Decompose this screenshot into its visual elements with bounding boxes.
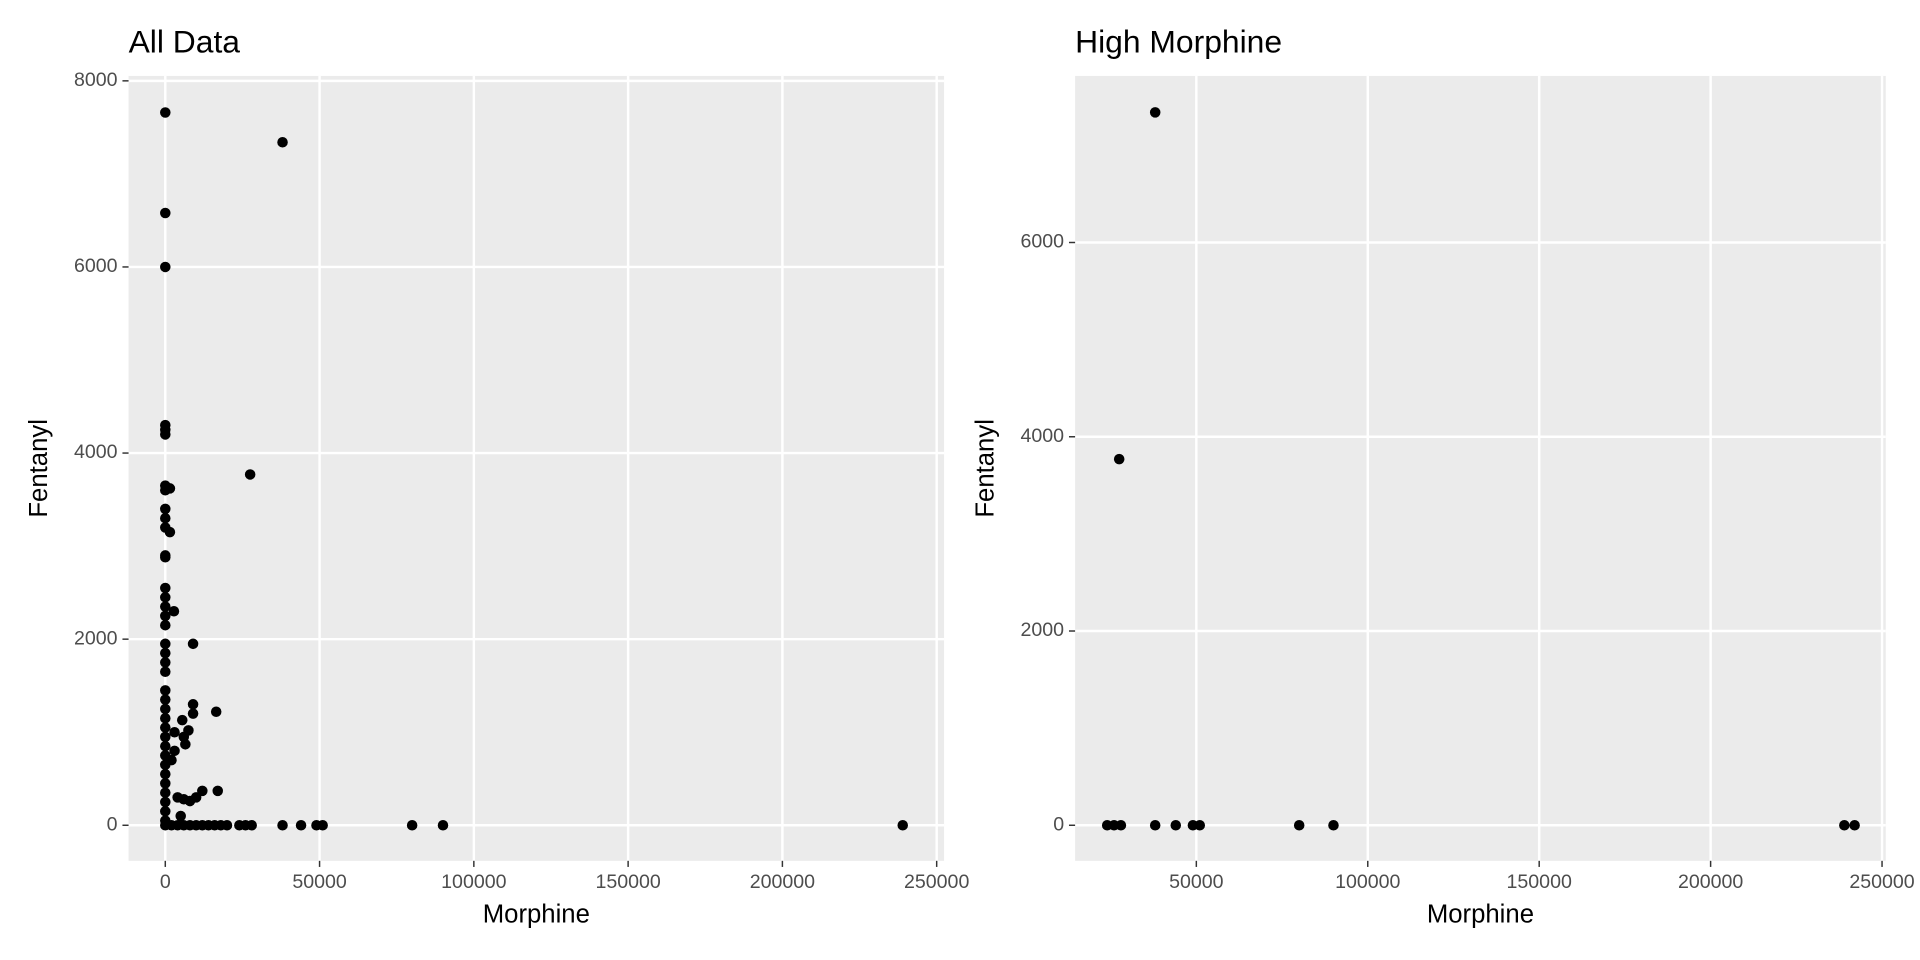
x-tick-label: 150000 [1507,871,1572,893]
y-tick-label: 0 [1053,813,1064,835]
x-tick-label: 250000 [1849,871,1914,893]
point [187,708,199,719]
plot-panel [128,75,945,861]
y-tick-label: 2000 [1021,619,1065,641]
point [1849,820,1860,831]
point [406,820,418,831]
y-tick-label: 6000 [74,255,118,277]
y-tick-label: 8000 [74,69,118,91]
point [277,820,288,831]
point [175,810,186,822]
point [160,601,171,612]
point [160,787,171,798]
point [160,610,171,622]
x-tick-label: 200000 [1678,871,1743,893]
point [160,261,171,273]
point [176,714,188,726]
chart-title: All Data [129,23,241,59]
point [160,107,171,118]
point [244,469,256,480]
point [160,429,171,440]
point [160,778,171,789]
point [295,820,307,831]
point [160,638,171,650]
x-tick-label: 50000 [1169,871,1224,893]
point [166,754,177,766]
point [1113,453,1125,465]
point [160,592,171,603]
point [160,685,171,696]
point [277,136,288,148]
point [210,706,222,718]
x-axis-title: Morphine [483,901,590,929]
point [1839,820,1850,831]
point [160,703,171,715]
y-tick-label: 2000 [74,627,118,649]
point [160,582,171,594]
point [1115,820,1127,831]
point [160,796,171,808]
y-tick-label: 4000 [1021,425,1065,447]
point [160,694,171,705]
point [160,657,171,668]
point [160,740,171,752]
y-tick-label: 6000 [1021,231,1065,253]
point [160,619,171,631]
point [246,820,257,831]
point [160,552,171,563]
point [184,795,196,807]
point [317,820,328,831]
point [160,731,171,743]
point [1149,107,1161,118]
point [180,739,191,750]
x-tick-label: 100000 [1335,871,1400,893]
point [160,207,171,219]
y-tick-label: 4000 [74,441,118,463]
point [437,820,449,831]
point [160,768,171,780]
plot-panel [1075,75,1886,861]
x-tick-label: 150000 [595,871,660,893]
point [169,726,180,738]
point [1293,820,1305,831]
y-tick-label: 0 [107,813,118,835]
point [1149,820,1161,831]
point [160,512,171,524]
point [169,745,180,757]
point [160,722,171,733]
point [160,806,171,817]
x-tick-label: 50000 [292,871,347,893]
point [160,503,171,515]
x-tick-label: 250000 [904,871,969,893]
point [164,526,176,538]
x-tick-label: 0 [160,871,171,893]
x-tick-label: 200000 [750,871,815,893]
point [897,820,909,831]
y-axis-title: Fentanyl [25,419,53,518]
point [168,605,180,617]
point [160,712,171,724]
point [1170,820,1182,831]
point [160,666,171,677]
x-axis-title: Morphine [1427,901,1534,929]
point [212,785,224,797]
point [1194,820,1206,831]
point [221,820,233,831]
chart-title: High Morphine [1075,23,1282,59]
y-axis-title: Fentanyl [972,419,1000,518]
point [187,699,199,710]
point [187,638,199,650]
point [164,483,176,494]
point [160,647,171,659]
point [1328,820,1339,831]
x-tick-label: 100000 [441,871,506,893]
